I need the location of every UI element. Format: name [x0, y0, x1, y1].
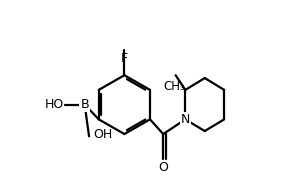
Text: CH₃: CH₃ [164, 80, 186, 93]
Text: HO: HO [45, 98, 64, 111]
Text: OH: OH [94, 128, 113, 141]
Text: B: B [80, 98, 89, 111]
Text: F: F [121, 52, 128, 65]
Text: O: O [158, 161, 168, 174]
Text: N: N [181, 113, 190, 126]
